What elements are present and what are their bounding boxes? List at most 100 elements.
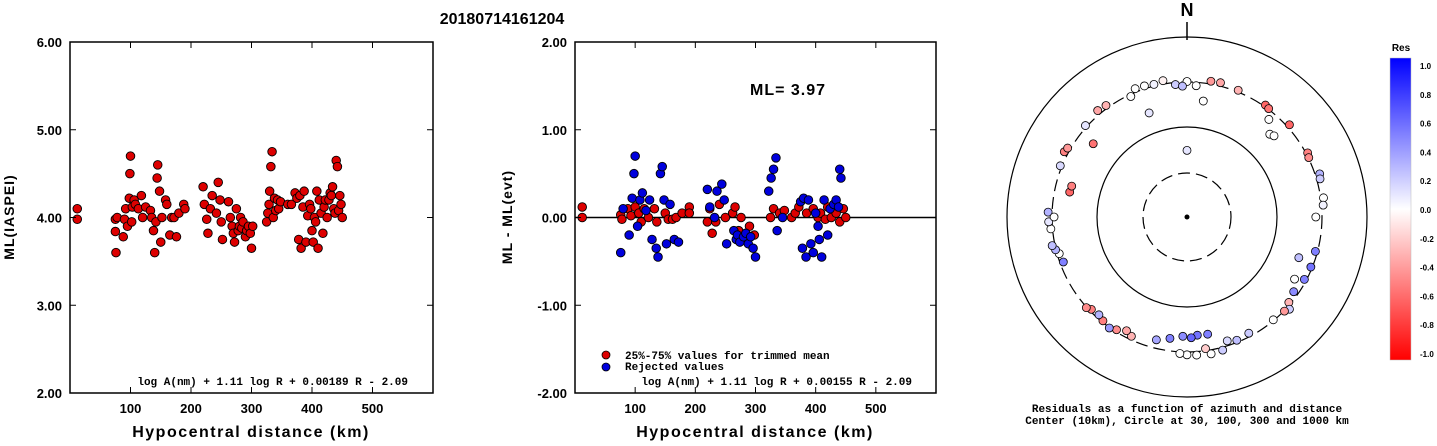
azimuth-point [1067,181,1077,191]
residual-point [630,151,640,161]
magnitude-chart-xlabel: Hypocentral distance (km) [132,424,370,441]
residual-point [644,195,655,205]
azimuth-point [1049,212,1059,222]
magnitude-point [306,203,316,214]
residual-chart-points [577,151,851,262]
azimuth-point [1198,96,1208,106]
azimuth-point [1149,79,1159,89]
residual-chart-ylabel: ML - ML(evt) [499,170,515,264]
azimuth-point [1285,120,1294,130]
residual-point [665,199,675,210]
residual-point [661,239,672,249]
azimuth-point [1126,331,1136,341]
azimuth-point [1178,331,1188,341]
magnitude-point [126,217,137,227]
magnitude-point [162,199,172,210]
azimuth-point [1101,101,1111,110]
residual-point [627,193,637,203]
ring-30km [1142,172,1232,262]
azimuth-point [1306,262,1316,272]
residual-point [707,228,717,239]
azimuth-point [1206,349,1216,359]
residual-point [766,173,776,183]
residual-point [813,221,823,232]
magnitude-chart-points [72,146,348,258]
residual-point [719,195,729,205]
magnitude-point [312,186,322,196]
azimuth-point [1178,81,1187,91]
magnitude-x-tick-label: 400 [301,401,323,416]
azimuth-point [1093,106,1103,115]
colorbar-tick-label: -1.0 [1420,350,1434,359]
magnitude-point [336,199,346,210]
magnitude-y-tick-label: 5.00 [37,123,62,138]
azimuth-point [1081,121,1090,130]
residual-colorbar: Res 1.0 0.8 0.6 0.4 0.2 0.0 -0.2 -0.4 -0.6 -0.8 -1… [1389,43,1434,361]
residual-point [801,252,811,262]
magnitude-y-tick-label: 3.00 [37,298,62,313]
magnitude-chart-formula: log A(nm) + 1.11 log R + 0.00189 R - 2.0… [137,377,408,389]
azimuth-point [1318,200,1328,210]
magnitude-point [308,237,318,247]
residual-point [637,188,648,198]
azimuth-point [1319,193,1328,203]
azimuth-point [1112,325,1121,335]
azimuth-point [1088,139,1098,149]
magnitude-point [157,212,167,223]
magnitude-point [337,212,348,223]
azimuth-point [1191,81,1201,91]
magnitude-point [266,161,276,172]
residual-x-tick-label: 100 [624,401,646,416]
residual-point [797,243,808,253]
magnitude-point [198,182,208,192]
residual-point [624,230,634,240]
residual-point [673,237,684,247]
azimuth-point [1043,207,1053,217]
magnitude-point [296,243,306,253]
magnitude-point [246,243,257,253]
azimuth-point [1233,85,1243,95]
azimuth-point [1158,76,1168,86]
residual-point [745,232,756,242]
azimuth-point [1186,333,1196,343]
magnitude-point [335,190,345,201]
magnitude-point [125,151,136,161]
residual-point [705,202,715,212]
residual-point [836,173,846,183]
residual-point [730,202,740,212]
residual-point [617,214,627,225]
magnitude-point [203,228,213,239]
azimuth-point [1232,335,1242,345]
azimuth-point [1311,212,1321,222]
residual-point [750,252,761,262]
residual-point [721,239,732,249]
azimuth-point [1192,350,1202,360]
residual-point [641,205,651,216]
residual-point [810,208,821,218]
ml-annotation: ML= 3.97 [750,82,826,99]
magnitude-point [136,190,147,201]
residual-chart: 100 200 300 400 500 -2.00 -1.00 0.00 1.00 2.00 M… [499,35,937,441]
colorbar-tick-label: 1.0 [1420,62,1432,71]
residual-point [841,212,851,223]
magnitude-point [72,203,83,214]
ring-100km [1096,126,1278,308]
magnitude-point [72,214,83,225]
magnitude-point [318,228,328,239]
residual-point [736,212,746,223]
azimuth-point [1268,315,1278,325]
azimuth-point [1081,303,1091,313]
residual-point [615,247,626,258]
azimuth-point [1216,78,1225,88]
magnitude-point [310,217,321,227]
residual-point [717,179,727,189]
residual-point [765,212,776,223]
azimuth-point [1299,275,1309,284]
magnitude-point [152,160,163,170]
magnitude-x-tick-label: 500 [362,401,384,416]
residual-point [712,186,722,196]
residual-point [653,252,663,262]
residual-y-tick-label: -2.00 [537,386,567,401]
azimuth-point [1047,241,1057,251]
magnitude-point [215,195,225,205]
